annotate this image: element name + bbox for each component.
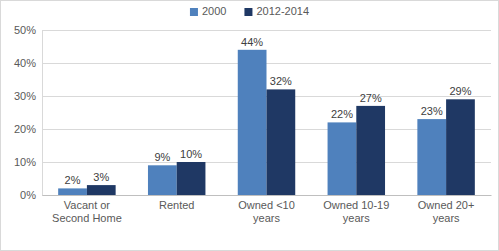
data-label: 9% bbox=[154, 151, 170, 163]
legend-label: 2000 bbox=[202, 5, 226, 17]
legend: 2000 2012-2014 bbox=[190, 5, 309, 17]
x-tick: Owned 20+years bbox=[418, 195, 475, 224]
data-labels: 2% 9% 44% 22% 23% 3% 10% 32% 27% 29% bbox=[65, 36, 472, 187]
bar-series bbox=[58, 50, 446, 195]
x-tick-label: Vacant orSecond Home bbox=[52, 199, 122, 224]
bar bbox=[177, 162, 206, 195]
bar bbox=[417, 119, 446, 195]
data-label: 23% bbox=[421, 105, 443, 117]
y-axis: 0% 10% 20% 30% 40% 50% bbox=[14, 24, 43, 201]
y-tick-label: 20% bbox=[14, 123, 36, 135]
bar bbox=[238, 50, 267, 195]
bar bbox=[58, 188, 87, 195]
bars bbox=[58, 50, 475, 195]
y-tick: 40% bbox=[14, 57, 42, 69]
y-tick: 0% bbox=[20, 189, 42, 201]
grid-line bbox=[42, 30, 491, 31]
bar-series bbox=[87, 89, 475, 195]
y-tick-label: 10% bbox=[14, 156, 36, 168]
x-axis-line bbox=[43, 195, 492, 196]
y-tick-label: 50% bbox=[14, 24, 36, 36]
data-label: 29% bbox=[449, 85, 471, 97]
x-tick: Owned 10-19years bbox=[323, 195, 389, 224]
legend-swatch bbox=[244, 8, 252, 16]
x-axis: Vacant orSecond Home Rented Owned <10years… bbox=[43, 195, 492, 224]
y-tick-label: 0% bbox=[20, 189, 36, 201]
x-tick: Owned <10years bbox=[238, 195, 295, 224]
x-tick-label: Rented bbox=[159, 199, 194, 211]
bar bbox=[328, 122, 357, 195]
bar bbox=[267, 89, 296, 195]
y-tick: 50% bbox=[14, 24, 42, 36]
y-tick-label: 40% bbox=[14, 57, 36, 69]
bar bbox=[148, 165, 177, 195]
x-tick: Vacant orSecond Home bbox=[52, 195, 122, 224]
legend-label: 2012-2014 bbox=[256, 5, 309, 17]
y-tick: 20% bbox=[14, 123, 42, 135]
data-label: 10% bbox=[180, 148, 202, 160]
x-tick-label: Owned <10years bbox=[238, 199, 295, 224]
data-label: 32% bbox=[270, 75, 292, 87]
data-label: 3% bbox=[93, 171, 109, 183]
bar bbox=[87, 185, 116, 195]
y-axis-line bbox=[42, 31, 43, 196]
x-tick-label: Owned 10-19years bbox=[323, 199, 389, 224]
data-label: 27% bbox=[360, 92, 382, 104]
legend-swatch bbox=[190, 8, 198, 16]
grid bbox=[42, 30, 491, 195]
plot: 0% 10% 20% 30% 40% 50% 2% 9% 44% 22% 23% 3% 10% 32% 27… bbox=[14, 24, 492, 224]
data-label: 44% bbox=[241, 36, 263, 48]
legend-item: 2012-2014 bbox=[244, 5, 309, 17]
y-tick: 10% bbox=[14, 156, 42, 168]
chart-border bbox=[1, 1, 499, 251]
data-label: 2% bbox=[65, 174, 81, 186]
y-tick: 30% bbox=[14, 90, 42, 102]
x-tick: Rented bbox=[159, 195, 194, 211]
x-tick-label: Owned 20+years bbox=[418, 199, 475, 224]
data-label: 22% bbox=[331, 108, 353, 120]
bar bbox=[446, 99, 475, 195]
y-tick-label: 30% bbox=[14, 90, 36, 102]
legend-item: 2000 bbox=[190, 5, 226, 17]
bar bbox=[356, 106, 385, 195]
